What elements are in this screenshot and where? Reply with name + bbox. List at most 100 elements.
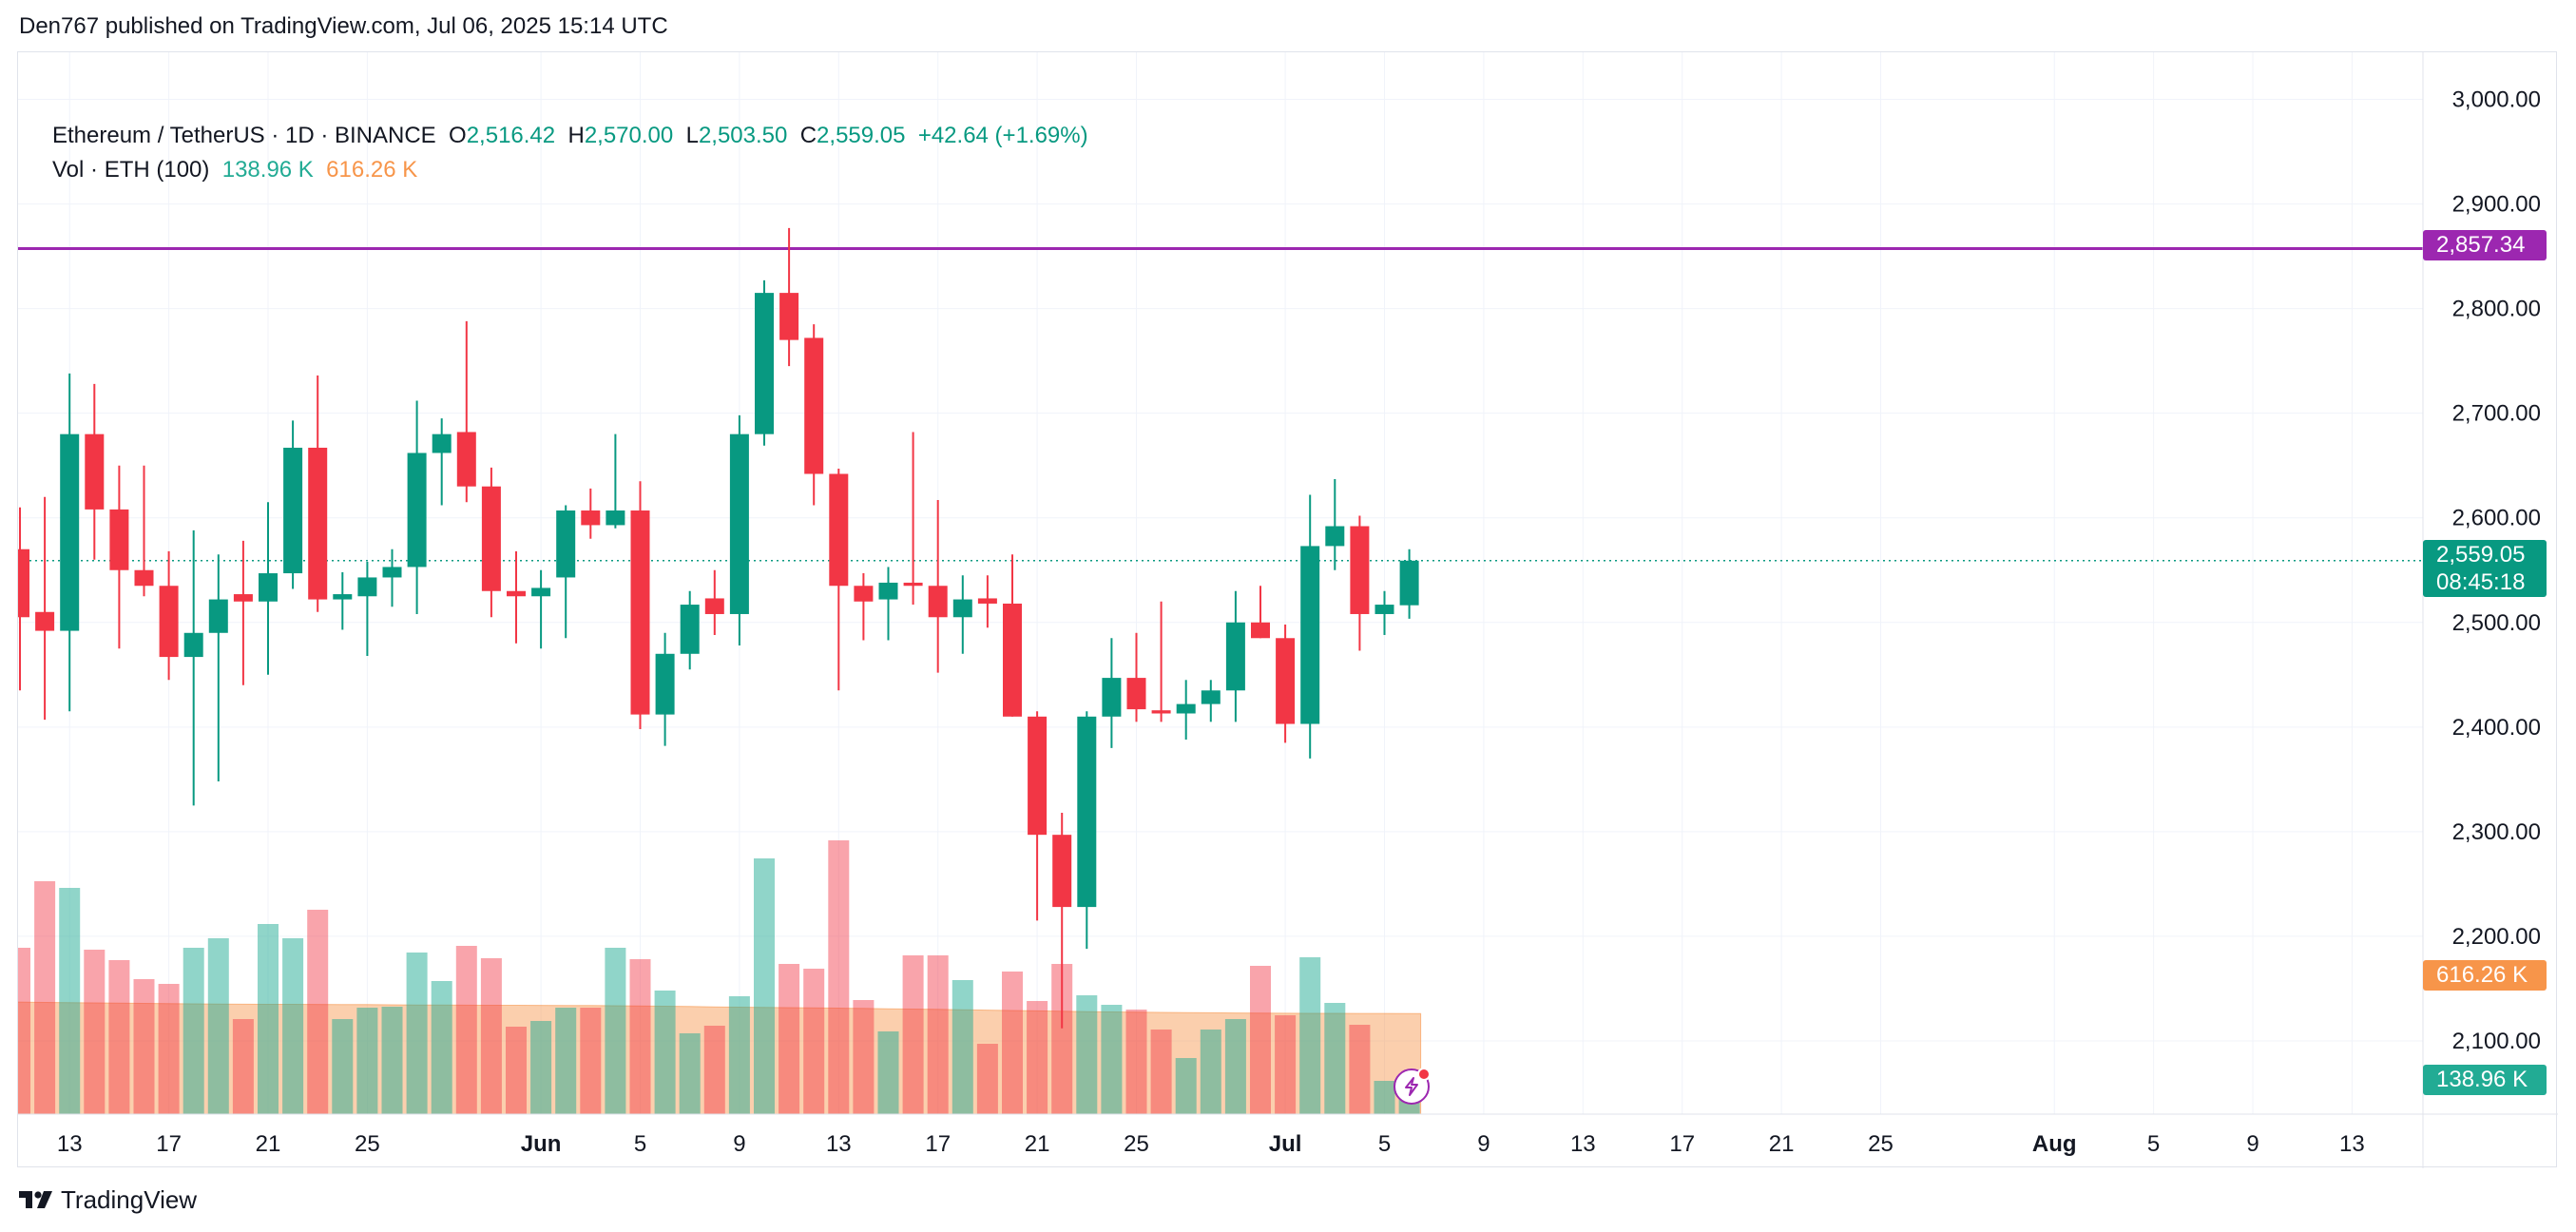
volume-bar[interactable]: [1299, 957, 1321, 1114]
candle[interactable]: [18, 507, 29, 691]
volume-bar[interactable]: [1275, 1015, 1297, 1114]
candle[interactable]: [1300, 494, 1320, 759]
candle[interactable]: [1375, 590, 1394, 635]
candle[interactable]: [507, 550, 526, 644]
volume-bar[interactable]: [828, 840, 850, 1114]
candlestick-chart[interactable]: 2,100.00 2,200.00 2,300.00 2,400.00 2,500.00…: [18, 52, 2558, 1168]
volume-bar[interactable]: [133, 979, 155, 1114]
volume-bar[interactable]: [976, 1044, 998, 1114]
volume-bar[interactable]: [1076, 995, 1098, 1114]
volume-bar[interactable]: [1125, 1010, 1147, 1114]
volume-bar[interactable]: [480, 958, 502, 1114]
volume-bar[interactable]: [1250, 966, 1271, 1114]
candle[interactable]: [680, 590, 700, 670]
candle[interactable]: [183, 529, 203, 806]
volume-bar[interactable]: [1051, 964, 1073, 1114]
volume-bar[interactable]: [1224, 1019, 1246, 1114]
volume-bar[interactable]: [803, 969, 825, 1114]
candle[interactable]: [977, 575, 997, 628]
volume-bar[interactable]: [629, 959, 651, 1114]
candle[interactable]: [432, 418, 452, 506]
candle[interactable]: [1276, 624, 1296, 743]
candle[interactable]: [606, 433, 625, 529]
candle[interactable]: [655, 632, 675, 746]
candle[interactable]: [1102, 638, 1122, 748]
volume-bar[interactable]: [654, 991, 676, 1114]
candle[interactable]: [159, 550, 179, 681]
candle[interactable]: [1176, 680, 1196, 741]
candle[interactable]: [382, 549, 402, 607]
volume-bar[interactable]: [580, 1008, 602, 1114]
alert-button[interactable]: [1394, 1068, 1431, 1105]
candle[interactable]: [407, 400, 427, 614]
tradingview-logo-icon[interactable]: [19, 1189, 53, 1210]
candle[interactable]: [308, 375, 328, 612]
volume-bar[interactable]: [1002, 972, 1023, 1114]
candle[interactable]: [333, 571, 353, 630]
candle[interactable]: [1052, 813, 1072, 1029]
candle[interactable]: [531, 569, 551, 649]
candle[interactable]: [729, 414, 749, 645]
candle[interactable]: [1003, 554, 1022, 717]
volume-bar[interactable]: [902, 955, 924, 1114]
candle[interactable]: [1151, 601, 1171, 722]
volume-bar[interactable]: [307, 910, 329, 1114]
volume-bar[interactable]: [605, 948, 626, 1114]
volume-bar[interactable]: [927, 955, 949, 1114]
volume-bar[interactable]: [381, 1007, 403, 1114]
candle[interactable]: [1201, 680, 1221, 722]
candle[interactable]: [456, 320, 476, 503]
volume-bar[interactable]: [1101, 1005, 1123, 1114]
volume-bar[interactable]: [332, 1019, 354, 1114]
candle[interactable]: [928, 500, 948, 673]
volume-bar[interactable]: [1200, 1030, 1221, 1114]
volume-bar[interactable]: [431, 981, 452, 1114]
volume-bar[interactable]: [877, 1031, 899, 1114]
volume-bar[interactable]: [754, 858, 775, 1114]
candle[interactable]: [1126, 632, 1146, 722]
volume-bar[interactable]: [34, 881, 56, 1114]
candle[interactable]: [1350, 515, 1370, 651]
candle[interactable]: [1077, 711, 1097, 950]
volume-bar[interactable]: [703, 1026, 725, 1114]
volume-bar[interactable]: [1027, 1001, 1048, 1114]
volume-bar[interactable]: [84, 950, 106, 1114]
candle[interactable]: [35, 496, 55, 721]
candle[interactable]: [85, 383, 105, 560]
candle[interactable]: [208, 554, 228, 782]
candle[interactable]: [630, 481, 650, 730]
candle[interactable]: [283, 420, 303, 589]
candle[interactable]: [556, 505, 576, 639]
candle[interactable]: [755, 279, 774, 446]
volume-bar[interactable]: [1349, 1025, 1371, 1114]
candle[interactable]: [1325, 479, 1345, 570]
volume-bar[interactable]: [59, 888, 81, 1114]
volume-bar[interactable]: [455, 946, 477, 1114]
candle[interactable]: [60, 373, 80, 712]
volume-bar[interactable]: [1150, 1030, 1172, 1114]
candle[interactable]: [1399, 549, 1419, 619]
candle[interactable]: [581, 488, 601, 539]
candle[interactable]: [878, 567, 898, 641]
volume-bar[interactable]: [108, 960, 130, 1114]
volume-bar[interactable]: [207, 938, 229, 1114]
volume-bar[interactable]: [1324, 1003, 1346, 1114]
symbol-name[interactable]: Ethereum / TetherUS · 1D · BINANCE: [52, 123, 436, 148]
volume-bar[interactable]: [952, 980, 973, 1114]
volume-bar[interactable]: [183, 948, 204, 1114]
volume-bar[interactable]: [356, 1008, 378, 1114]
volume-bar[interactable]: [679, 1033, 701, 1114]
volume-bar[interactable]: [282, 938, 304, 1114]
candle[interactable]: [829, 468, 849, 691]
candle[interactable]: [854, 573, 874, 641]
volume-bar[interactable]: [258, 924, 279, 1114]
candle[interactable]: [1225, 590, 1245, 722]
candle[interactable]: [1251, 586, 1270, 639]
candle[interactable]: [704, 569, 724, 635]
candle[interactable]: [1028, 711, 1048, 921]
candle[interactable]: [481, 467, 501, 618]
chart-area[interactable]: 2,100.00 2,200.00 2,300.00 2,400.00 2,500.00…: [17, 51, 2558, 1168]
volume-bar[interactable]: [728, 996, 750, 1114]
volume-bar[interactable]: [158, 984, 180, 1114]
volume-bar[interactable]: [530, 1021, 552, 1114]
